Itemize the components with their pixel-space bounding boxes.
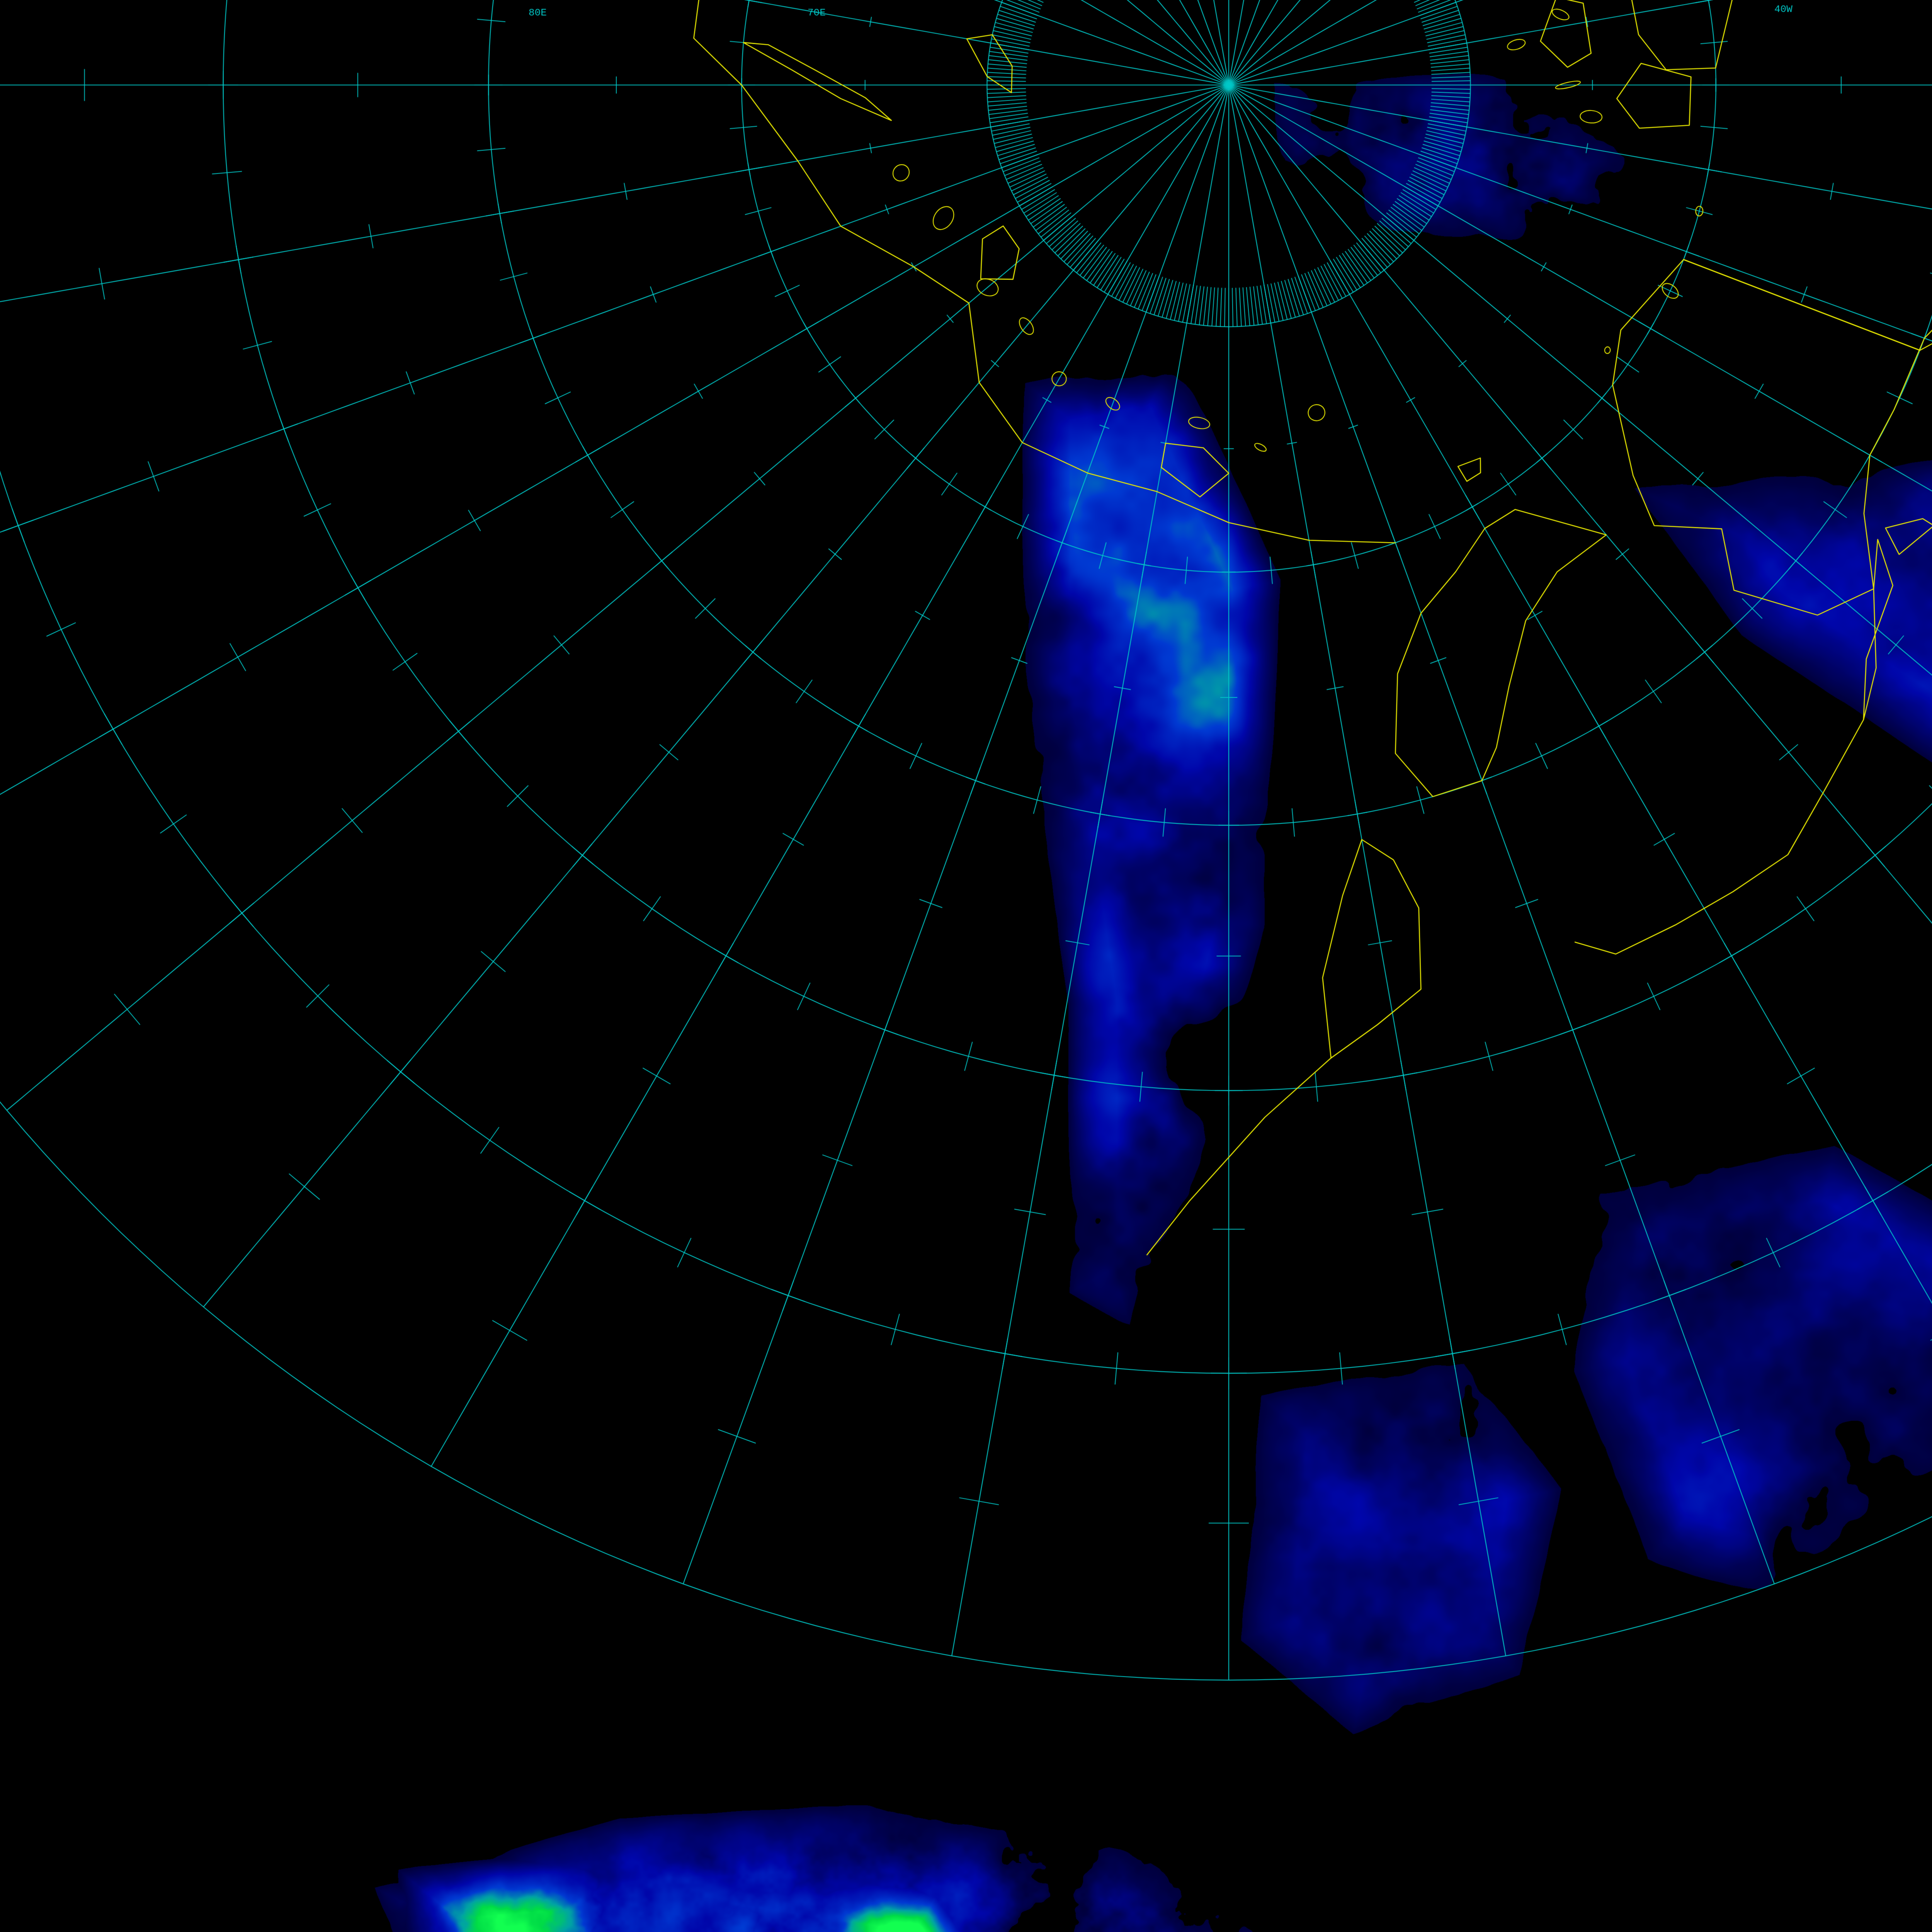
satellite-image-viewer: VIIRS SO2 Index noaa21 2025/11/07 14:06 … [0,0,1932,1932]
so2-index-map-canvas [0,0,1932,1932]
